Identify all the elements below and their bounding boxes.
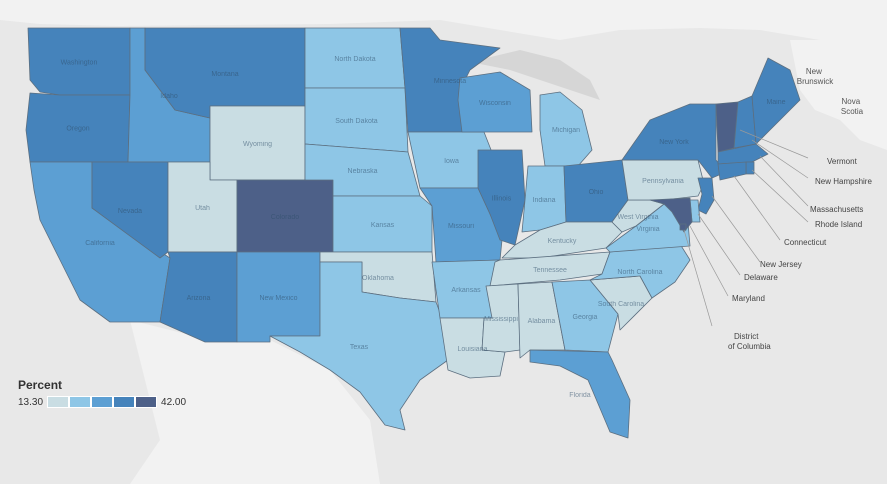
legend-min-label: 13.30 [18, 396, 44, 408]
state-massachusetts[interactable]: Massachusetts [717, 143, 769, 165]
callout-connecticut: Connecticut [784, 238, 827, 247]
state-colorado[interactable]: Colorado [236, 179, 334, 253]
callout-new-hampshire: New Hampshire [815, 177, 872, 186]
state-texas[interactable]: Texas [269, 261, 449, 431]
legend-swatch-5 [135, 396, 158, 408]
legend-swatch-1 [47, 396, 70, 408]
state-kansas[interactable]: Kansas [332, 195, 433, 253]
state-wyoming[interactable]: Wyoming [209, 105, 306, 181]
legend-title: Percent [18, 378, 63, 392]
callout-vermont: Vermont [827, 157, 858, 166]
maritimes-land [790, 40, 887, 150]
callout-maryland: Maryland [732, 294, 765, 303]
state-new-mexico[interactable]: New Mexico [236, 251, 321, 343]
state-washington[interactable]: Washington [27, 27, 131, 96]
state-new-york[interactable]: New York [621, 103, 727, 179]
states-layer: Washington Oregon California Idaho Nevad… [25, 27, 801, 439]
state-florida[interactable]: Florida [529, 349, 631, 439]
state-district-of-columbia[interactable]: District of Columbia [679, 223, 687, 231]
state-mississippi[interactable]: Mississippi [481, 283, 521, 353]
state-nevada[interactable]: Nevada [91, 161, 169, 259]
nova-scotia-label: Nova Scotia [841, 97, 864, 116]
callout-new-jersey: New Jersey [760, 260, 802, 269]
new-brunswick-label: New Brunswick [797, 67, 834, 86]
mexico-land [130, 320, 380, 484]
callout-leaders [683, 129, 809, 327]
state-indiana[interactable]: Indiana [521, 165, 567, 233]
state-illinois[interactable]: Illinois [477, 149, 526, 246]
state-michigan[interactable]: Michigan [539, 91, 593, 167]
color-legend: Percent 13.30 42.00 [18, 378, 186, 408]
state-oregon[interactable]: Oregon [25, 92, 131, 163]
legend-swatch-2 [69, 396, 92, 408]
legend-max-label: 42.00 [161, 396, 187, 408]
state-alabama[interactable]: Alabama [517, 281, 566, 359]
canada-land [0, 0, 887, 40]
state-wisconsin[interactable]: Wisconsin [457, 71, 533, 133]
state-new-jersey[interactable]: New Jersey [697, 177, 715, 215]
lake-superior [470, 50, 600, 100]
callout-massachusetts: Massachusetts [810, 205, 863, 214]
state-georgia[interactable]: Georgia [551, 279, 619, 353]
legend-scale: 13.30 42.00 [18, 396, 186, 408]
state-connecticut[interactable]: Connecticut [717, 161, 747, 181]
state-pennsylvania[interactable]: Pennsylvania [621, 159, 705, 201]
callout-district-of-columbia: District of Columbia [728, 332, 771, 351]
callout-labels: Vermont New Hampshire Massachusetts Rhod… [728, 157, 872, 351]
state-maryland[interactable]: Maryland [649, 197, 693, 233]
state-north-dakota[interactable]: North Dakota [304, 27, 406, 89]
legend-swatch-4 [113, 396, 136, 408]
state-rhode-island[interactable]: Rhode Island [745, 161, 755, 175]
state-south-dakota[interactable]: South Dakota [304, 87, 409, 153]
callout-delaware: Delaware [744, 273, 778, 282]
legend-swatch-3 [91, 396, 114, 408]
callout-rhode-island: Rhode Island [815, 220, 862, 229]
